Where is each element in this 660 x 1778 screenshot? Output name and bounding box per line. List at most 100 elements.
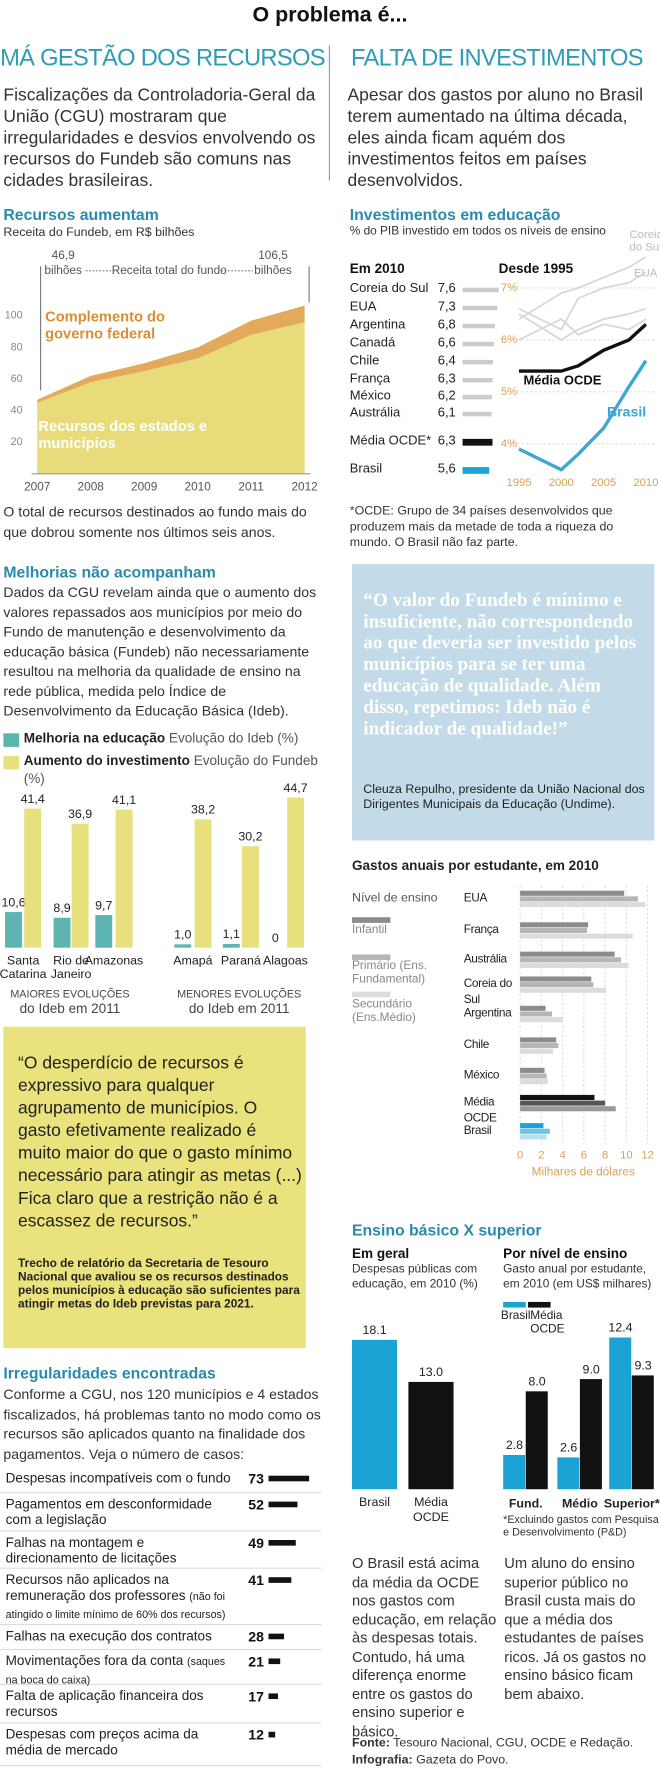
series-label: EUA [634, 267, 658, 280]
x-tick-label: Alagoas [262, 954, 308, 968]
x-tick-label: 2009 [131, 480, 158, 494]
value-label: 30,2 [238, 829, 262, 843]
x-tick-label: 1995 [506, 477, 531, 489]
bar [53, 917, 71, 948]
legend-label: Secundário (Ens.Médio) [351, 997, 416, 1025]
row-label: Recursos não aplicados na remuneração do… [6, 1572, 237, 1624]
bar [520, 933, 633, 939]
bar [520, 1128, 550, 1134]
y-tick-label: 7% [501, 282, 517, 294]
legend-label: Infantil [351, 922, 387, 937]
bar [520, 957, 622, 963]
note: *OCDE: Grupo de 34 países desenvolvidos … [349, 504, 614, 550]
area [37, 322, 305, 474]
x-tick-label: 6 [581, 1149, 587, 1161]
quote-box [351, 564, 655, 841]
value-label: 2.8 [506, 1438, 523, 1452]
x-tick-label: 12 [641, 1149, 654, 1161]
x-tick-label: 2012 [291, 480, 317, 494]
area [37, 305, 305, 403]
row-label: Coreia do Sul [463, 977, 513, 1006]
bar [351, 1339, 398, 1490]
value-label: 41,1 [112, 793, 136, 807]
note: *Excluindo gastos com Pesquisa e Desenvo… [503, 1514, 659, 1539]
bar [222, 943, 240, 948]
bar [520, 1094, 595, 1100]
legend-swatch [351, 991, 391, 998]
legend-swatch [503, 1301, 526, 1308]
bar [520, 1048, 554, 1054]
y-tick-label: 100 [5, 310, 23, 322]
row-label: México [463, 1068, 500, 1082]
row-label: Chile [349, 354, 380, 368]
row-label: Despesas incompatíveis com o fundo [6, 1470, 237, 1486]
paragraph: Um aluno do ensino superior público no B… [504, 1554, 647, 1702]
row-label: Coreia do Sul [349, 282, 429, 296]
legend-entry: Melhoria na educação Evolução do Ideb (%… [24, 730, 329, 748]
bar [268, 1501, 298, 1508]
caption: O total de recursos destinados ao fundo … [3, 504, 307, 540]
bar [24, 808, 42, 948]
value-label: 12.4 [608, 1321, 632, 1335]
value-label: 73 [248, 1471, 264, 1487]
row-label: Argentina [349, 318, 406, 332]
bar [462, 411, 492, 417]
panel-subtitle: Gasto anual por estudante, em 2010 (em U… [503, 1262, 652, 1291]
series-label: Complemento do governo federal [45, 307, 165, 342]
category: Falhas na execução dos contratos [5, 1627, 212, 1644]
group-sublabel: do Ideb em 2011 [19, 1000, 121, 1017]
bar [268, 1633, 285, 1640]
bar [520, 1106, 616, 1112]
bar [520, 976, 592, 982]
bar [462, 323, 495, 329]
x-tick-label: Médio [561, 1497, 598, 1511]
credit-label: Infografia: [351, 1753, 413, 1767]
chart-subtitle: Receita do Fundeb, em R$ bilhões [3, 225, 195, 240]
row-label: Falhas na montagem e direcionamento de l… [6, 1534, 237, 1566]
x-tick-label: Média OCDE [413, 1495, 449, 1524]
bar [520, 1037, 557, 1043]
value-label: 41 [248, 1572, 264, 1589]
legend-description: Evolução do Ideb (%) [168, 729, 299, 746]
bar [520, 951, 615, 957]
legend-swatch [527, 1301, 551, 1308]
value-label: 8,9 [53, 901, 70, 915]
legend-swatch [3, 733, 20, 747]
y-tick-label: 60 [11, 373, 23, 385]
x-tick-label: Amazonas [84, 954, 144, 968]
bar [408, 1381, 454, 1490]
value-label: 41,4 [21, 792, 45, 806]
x-tick-label: 2000 [549, 477, 574, 489]
quote: “O valor do Fundeb é mínimo e insuficien… [363, 588, 637, 739]
row-label: Austrália [463, 952, 507, 966]
bar [71, 823, 89, 948]
bar [462, 377, 493, 383]
value-label: 6,8 [437, 318, 456, 332]
quote: “O desperdício de recursos é expressivo … [18, 1053, 302, 1231]
annotation: Receita total do fundo [112, 263, 227, 277]
series-label: Média OCDE [523, 374, 602, 389]
value-label: 7,3 [437, 300, 456, 314]
value-label: 7,6 [437, 282, 456, 296]
bar [268, 1658, 281, 1665]
x-tick-label: 2007 [24, 480, 50, 494]
bar [520, 987, 607, 993]
value-label: 21 [248, 1653, 264, 1670]
value-label: 44,7 [284, 781, 308, 795]
bar [287, 797, 305, 948]
legend-swatch [3, 755, 20, 770]
row-label: México [349, 389, 391, 403]
value-label: 18.1 [362, 1323, 386, 1337]
bar [520, 1005, 546, 1011]
panel-subtitle: Despesas públicas com educação, em 2010 … [351, 1262, 478, 1291]
row-label: Falta de aplicação financeira dos recurs… [6, 1688, 237, 1720]
x-tick-label: 8 [602, 1149, 608, 1161]
credit-text: Gazeta do Povo. [416, 1753, 509, 1767]
x-tick-label: 0 [517, 1149, 523, 1161]
value-label: 1,1 [223, 927, 240, 941]
x-axis-label: Milhares de dólares [532, 1164, 635, 1178]
value-label: 6,2 [437, 389, 456, 403]
value-label: 9,7 [95, 898, 112, 912]
heading: MÁ GESTÃO DOS RECURSOS [0, 45, 325, 72]
line [518, 271, 647, 331]
